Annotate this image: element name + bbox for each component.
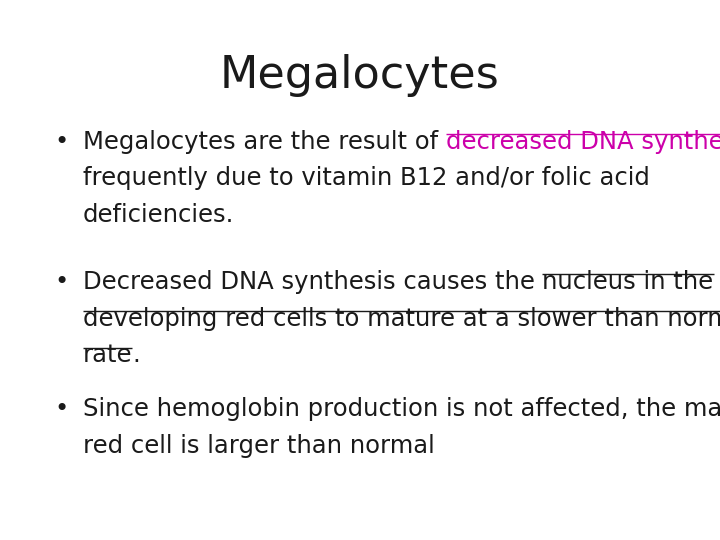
Text: .: . (132, 343, 140, 367)
Text: Megalocytes are the result of: Megalocytes are the result of (83, 130, 446, 153)
Text: decreased DNA synthesis: decreased DNA synthesis (446, 130, 720, 153)
Text: Decreased DNA synthesis causes the: Decreased DNA synthesis causes the (83, 270, 542, 294)
Text: Since hemoglobin production is not affected, the mature: Since hemoglobin production is not affec… (83, 397, 720, 421)
Text: deficiencies.: deficiencies. (83, 203, 234, 227)
Text: frequently due to vitamin B12 and/or folic acid: frequently due to vitamin B12 and/or fol… (83, 166, 649, 190)
Text: Megalocytes: Megalocytes (220, 54, 500, 97)
Text: •: • (54, 130, 68, 153)
Text: nucleus in the: nucleus in the (542, 270, 714, 294)
Text: •: • (54, 397, 68, 421)
Text: red cell is larger than normal: red cell is larger than normal (83, 434, 435, 457)
Text: developing red cells to mature at a slower than normal: developing red cells to mature at a slow… (83, 307, 720, 330)
Text: •: • (54, 270, 68, 294)
Text: rate: rate (83, 343, 132, 367)
